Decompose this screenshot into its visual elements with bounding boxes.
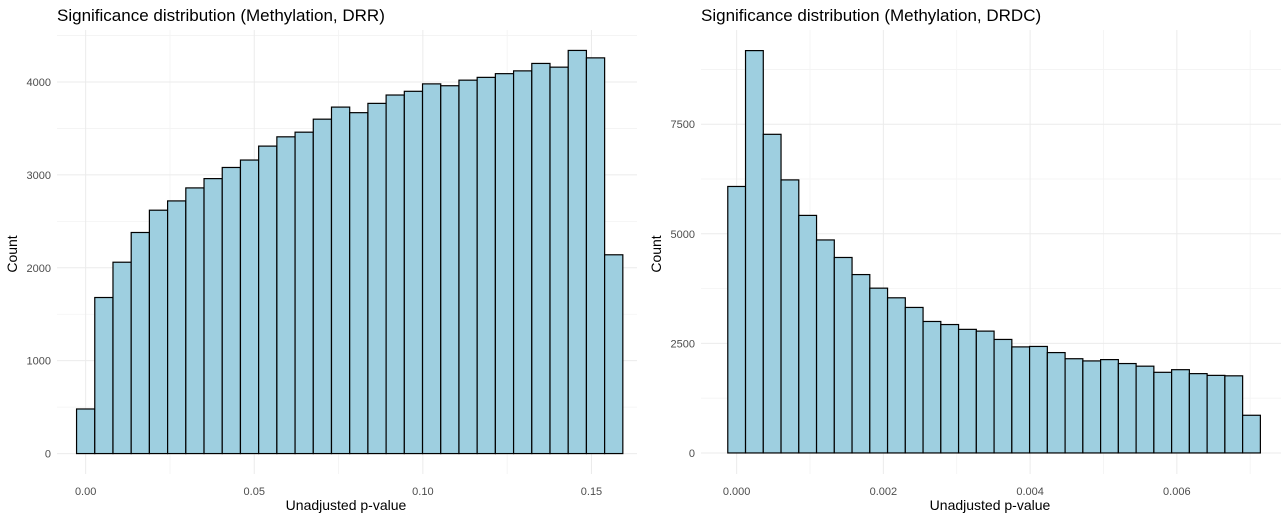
chart-title-drr: Significance distribution (Methylation, … <box>57 6 385 25</box>
histogram-bar <box>130 231 150 455</box>
histogram-bar <box>1171 369 1190 454</box>
panel-drr: Significance distribution (Methylation, … <box>4 6 637 513</box>
y-ticks-drdc: 0 2500 5000 7500 <box>671 119 695 460</box>
histogram-bar <box>1206 374 1226 454</box>
histogram-bar <box>869 287 889 454</box>
histogram-bar <box>221 166 242 455</box>
histogram-bar <box>1046 351 1066 454</box>
histogram-bar <box>1224 375 1244 454</box>
histogram-bar <box>904 306 924 454</box>
histogram-bar <box>744 50 764 454</box>
y-ticks-drr: 0 1000 2000 3000 4000 <box>27 77 51 461</box>
histogram-bar <box>421 83 442 455</box>
x-tick-label: 0.006 <box>1163 486 1191 498</box>
histogram-bar <box>185 187 205 455</box>
histogram-bar <box>112 261 132 455</box>
histogram-bar <box>798 214 818 454</box>
histogram-bar <box>294 131 314 455</box>
x-axis-title-drdc: Unadjusted p-value <box>930 497 1051 513</box>
histogram-bar <box>851 273 871 454</box>
histogram-bar <box>494 73 515 455</box>
histogram-bar <box>94 296 114 455</box>
histogram-bar <box>815 239 835 454</box>
histogram-bar <box>531 62 551 455</box>
y-axis-title-drdc: Count <box>648 235 664 272</box>
histogram-bar <box>440 85 460 455</box>
histogram-bar <box>567 49 588 455</box>
x-tick-label: 0.002 <box>870 486 898 498</box>
y-tick-label: 1000 <box>27 356 51 368</box>
histogram-bar <box>780 179 800 454</box>
histogram-bar <box>1028 345 1048 454</box>
histogram-bar <box>1188 373 1208 454</box>
bars-drr <box>75 49 624 455</box>
histogram-bar <box>512 70 533 455</box>
y-tick-label: 4000 <box>27 77 51 89</box>
histogram-bar <box>1242 414 1261 454</box>
histogram-bar <box>993 338 1013 454</box>
y-tick-label: 7500 <box>671 119 695 131</box>
histogram-bar <box>476 76 496 455</box>
bars-drdc <box>727 50 1261 454</box>
histogram-bar <box>922 320 942 454</box>
histogram-bar <box>349 112 369 455</box>
histogram-bar <box>549 66 569 455</box>
histogram-bar <box>458 79 478 455</box>
x-tick-label: 0.05 <box>244 486 265 498</box>
histogram-bar <box>1082 360 1102 454</box>
histogram-bar <box>1064 358 1084 454</box>
histogram-bar <box>1100 359 1119 454</box>
histogram-bar <box>167 200 187 455</box>
x-tick-label: 0.000 <box>723 486 751 498</box>
x-tick-label: 0.10 <box>412 486 433 498</box>
x-ticks-drr: 0.00 0.05 0.10 0.15 <box>75 486 602 498</box>
histogram-bar <box>585 57 606 455</box>
panel-drdc: Significance distribution (Methylation, … <box>648 6 1281 513</box>
y-axis-title-drr: Count <box>4 235 20 272</box>
histogram-bar <box>148 209 169 455</box>
histogram-bar <box>258 145 278 455</box>
histogram-bar <box>367 102 387 455</box>
y-tick-label: 0 <box>689 448 695 460</box>
histogram-bar <box>312 118 333 455</box>
histogram-bar <box>1135 365 1155 454</box>
histogram-bar <box>604 254 624 455</box>
y-tick-label: 3000 <box>27 170 51 182</box>
histogram-bar <box>385 94 405 455</box>
x-tick-label: 0.004 <box>1016 486 1044 498</box>
histogram-bar <box>727 185 747 454</box>
y-tick-label: 5000 <box>671 229 695 241</box>
histogram-bar <box>403 90 424 455</box>
histogram-bar <box>1117 362 1137 454</box>
x-ticks-drdc: 0.000 0.002 0.004 0.006 <box>723 486 1191 498</box>
histogram-bar <box>957 328 977 454</box>
histogram-bar <box>833 256 853 454</box>
histogram-bar <box>1153 371 1173 454</box>
histogram-bar <box>203 178 223 455</box>
chart-title-drdc: Significance distribution (Methylation, … <box>701 6 1041 25</box>
x-axis-title-drr: Unadjusted p-value <box>286 497 407 513</box>
y-tick-label: 0 <box>45 449 51 461</box>
histogram-bar <box>239 159 260 455</box>
x-tick-label: 0.15 <box>581 486 602 498</box>
histogram-bar <box>762 133 782 454</box>
histogram-bar <box>886 297 906 454</box>
y-tick-label: 2500 <box>671 338 695 350</box>
y-tick-label: 2000 <box>27 263 51 275</box>
histogram-bar <box>940 323 960 454</box>
histogram-bar <box>75 408 96 455</box>
histogram-bar <box>330 106 351 455</box>
histogram-bar <box>276 136 296 455</box>
x-tick-label: 0.00 <box>75 486 96 498</box>
histogram-bar <box>1011 346 1031 454</box>
histogram-bar <box>975 330 995 454</box>
